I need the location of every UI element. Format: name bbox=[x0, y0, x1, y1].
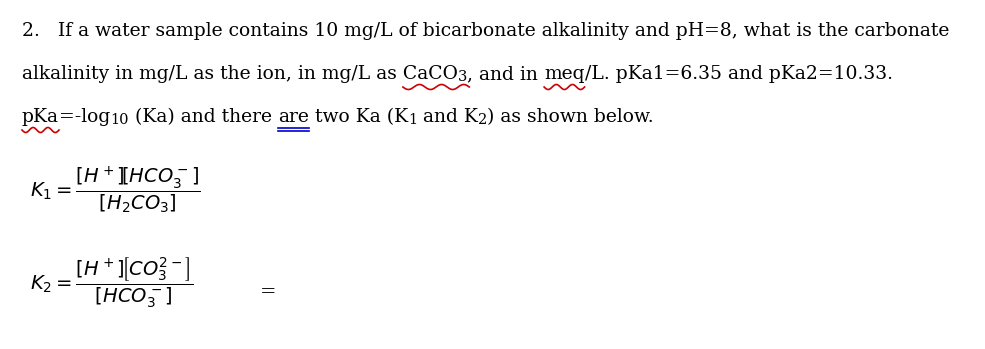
Text: , and in: , and in bbox=[467, 65, 544, 83]
Text: =-log: =-log bbox=[59, 108, 110, 126]
Text: are: are bbox=[278, 108, 308, 126]
Text: ) as shown below.: ) as shown below. bbox=[487, 108, 654, 126]
Text: and K: and K bbox=[417, 108, 478, 126]
Text: two Ka (K: two Ka (K bbox=[308, 108, 408, 126]
Text: 2: 2 bbox=[478, 113, 487, 127]
Text: 2.   If a water sample contains 10 mg/L of bicarbonate alkalinity and pH=8, what: 2. If a water sample contains 10 mg/L of… bbox=[22, 22, 950, 40]
Text: $\mathit{K}_2 = \dfrac{\left[H^+\right]\!\left[CO_3^{2-}\right]}{\left[HCO_3^-\r: $\mathit{K}_2 = \dfrac{\left[H^+\right]\… bbox=[30, 255, 194, 310]
Text: =: = bbox=[260, 283, 277, 301]
Text: (Ka) and there: (Ka) and there bbox=[129, 108, 278, 126]
Text: 10: 10 bbox=[110, 113, 129, 127]
Text: $\mathit{K}_1 = \dfrac{\left[H^+\right]\!\left[HCO_3^-\right]}{\left[H_2CO_3\rig: $\mathit{K}_1 = \dfrac{\left[H^+\right]\… bbox=[30, 165, 201, 216]
Text: meq: meq bbox=[544, 65, 585, 83]
Text: /L. pKa1=6.35 and pKa2=10.33.: /L. pKa1=6.35 and pKa2=10.33. bbox=[585, 65, 892, 83]
Text: alkalinity in mg/L as the ion, in mg/L as CaCO: alkalinity in mg/L as the ion, in mg/L a… bbox=[22, 65, 458, 83]
Text: 3: 3 bbox=[458, 70, 467, 84]
Text: 1: 1 bbox=[408, 113, 417, 127]
Text: pKa: pKa bbox=[22, 108, 59, 126]
